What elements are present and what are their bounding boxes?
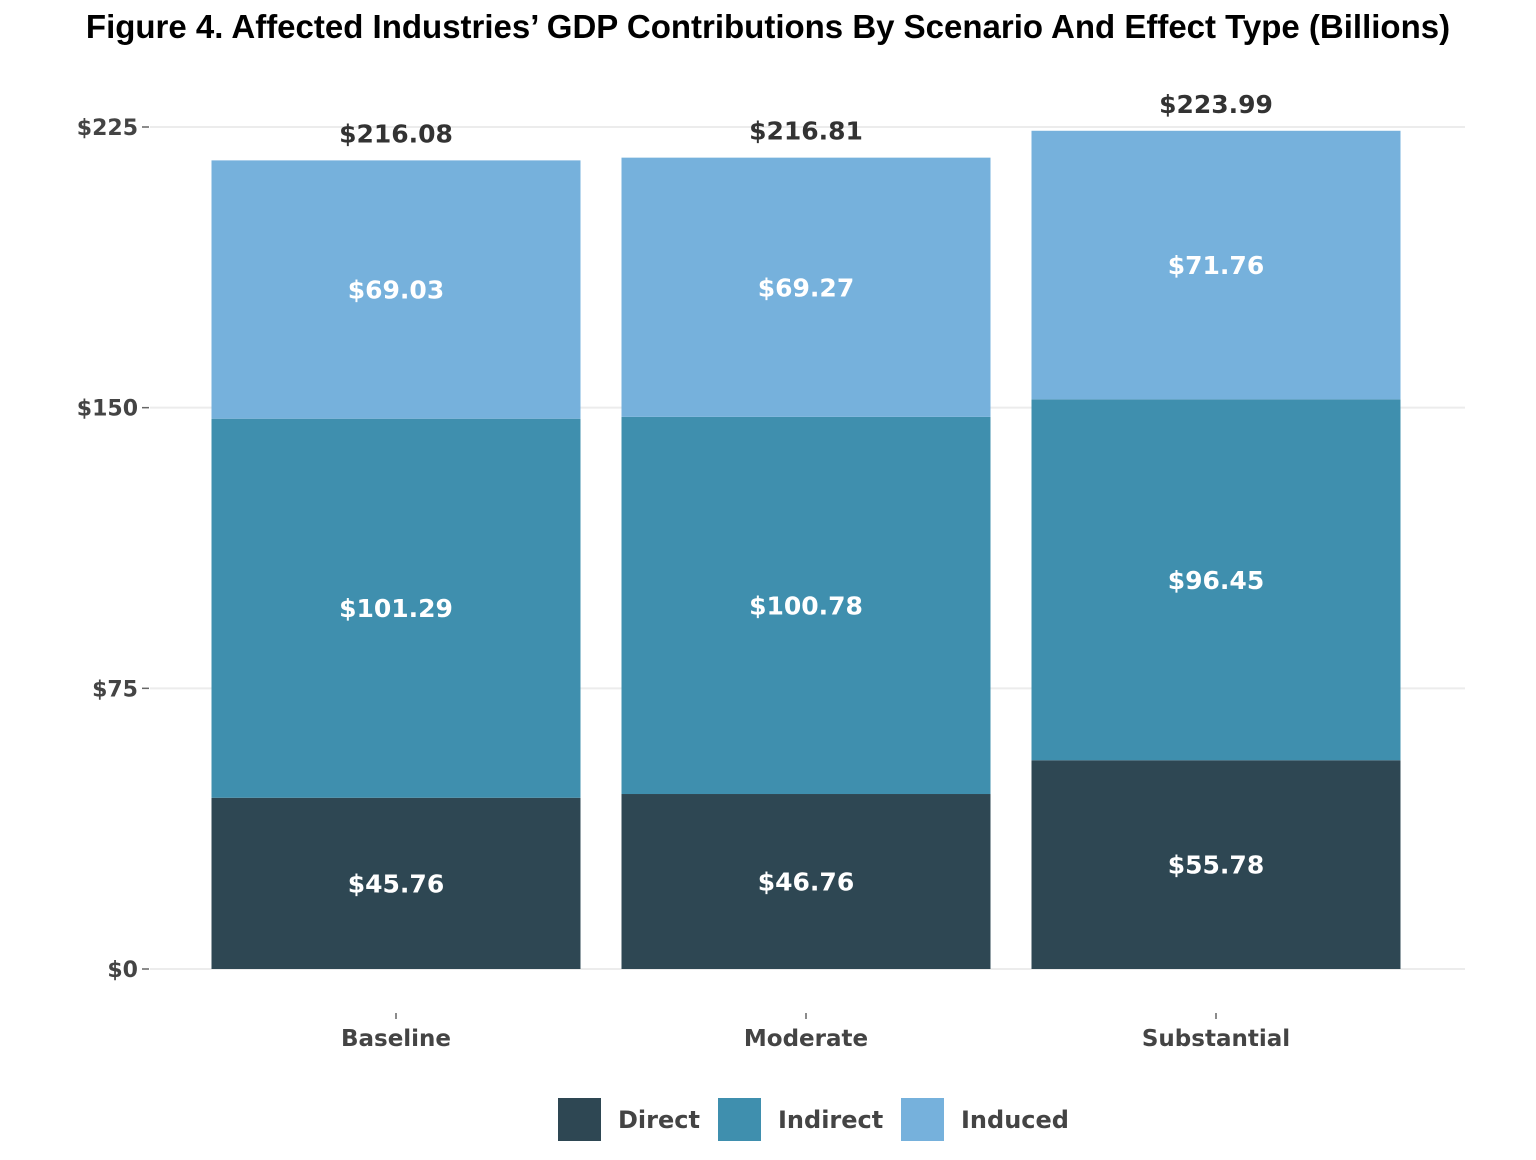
legend-label: Indirect	[778, 1106, 883, 1134]
total-value-label: $216.08	[339, 119, 453, 148]
segment-value-label: $100.78	[749, 591, 863, 620]
segment-value-label: $69.03	[348, 276, 444, 305]
x-tick-label: Moderate	[744, 1026, 868, 1052]
bar-segment-indirect	[1031, 399, 1401, 761]
y-tick-label: $150	[77, 397, 138, 422]
legend-swatch-induced	[901, 1098, 944, 1141]
bar-segment-indirect	[211, 418, 581, 798]
x-tick-label: Baseline	[341, 1026, 451, 1052]
chart-title: Figure 4. Affected Industries’ GDP Contr…	[85, 8, 1451, 45]
bar-segment-direct	[211, 797, 581, 969]
bar-segment-direct	[1031, 760, 1401, 969]
bar-segment-induced	[1031, 130, 1401, 400]
x-tick-label: Substantial	[1142, 1026, 1290, 1052]
y-tick-label: $75	[92, 677, 138, 702]
legend-swatch-indirect	[718, 1098, 761, 1141]
bar-segment-direct	[621, 794, 991, 969]
segment-value-label: $71.76	[1168, 251, 1264, 280]
bar-segment-induced	[621, 157, 991, 417]
segment-value-label: $46.76	[758, 868, 854, 897]
y-tick-label: $225	[77, 116, 138, 141]
segment-value-label: $55.78	[1168, 851, 1264, 880]
segment-value-label: $45.76	[348, 869, 444, 898]
total-value-label: $223.99	[1159, 90, 1273, 119]
legend-label: Induced	[961, 1106, 1069, 1134]
segment-value-label: $69.27	[758, 273, 854, 302]
legend-swatch-direct	[558, 1098, 601, 1141]
y-tick-label: $0	[107, 958, 138, 983]
bar-segment-induced	[211, 160, 581, 419]
legend-label: Direct	[618, 1106, 700, 1134]
bar-segment-indirect	[621, 416, 991, 795]
segment-value-label: $101.29	[339, 594, 453, 623]
segment-value-label: $96.45	[1168, 566, 1264, 595]
total-value-label: $216.81	[749, 117, 863, 146]
